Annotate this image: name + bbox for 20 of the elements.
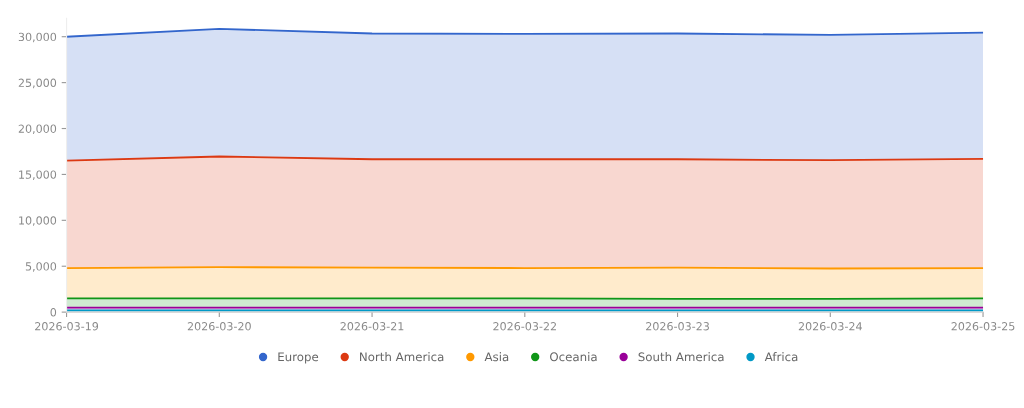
y-tick-label: 10,000 xyxy=(19,216,57,226)
legend-label: Europe xyxy=(278,352,319,364)
legend-label: Oceania xyxy=(550,352,597,362)
legend-label: Africa xyxy=(764,352,798,362)
x-tick-label: 2026-03-19 xyxy=(35,322,99,331)
x-tick-label: 2026-03-21 xyxy=(340,322,404,331)
legend-label: Asia xyxy=(484,352,509,362)
x-tick-label: 2026-03-25 xyxy=(951,322,1015,331)
y-tick-label: 30,000 xyxy=(18,32,57,43)
y-tick-label: 15,000 xyxy=(19,170,57,180)
x-tick-label: 2026-03-23 xyxy=(646,322,709,331)
x-tick-label: 2026-03-22 xyxy=(493,322,556,331)
y-tick-label: 0 xyxy=(50,308,57,317)
x-tick-label: 2026-03-20 xyxy=(187,322,251,331)
y-tick-label: 5,000 xyxy=(25,262,57,272)
y-tick-label: 25,000 xyxy=(18,78,57,89)
legend-label: North America xyxy=(360,352,444,362)
legend-label: South America xyxy=(638,352,724,362)
y-tick-label: 20,000 xyxy=(18,124,57,135)
x-tick-label: 2026-03-24 xyxy=(798,322,862,331)
